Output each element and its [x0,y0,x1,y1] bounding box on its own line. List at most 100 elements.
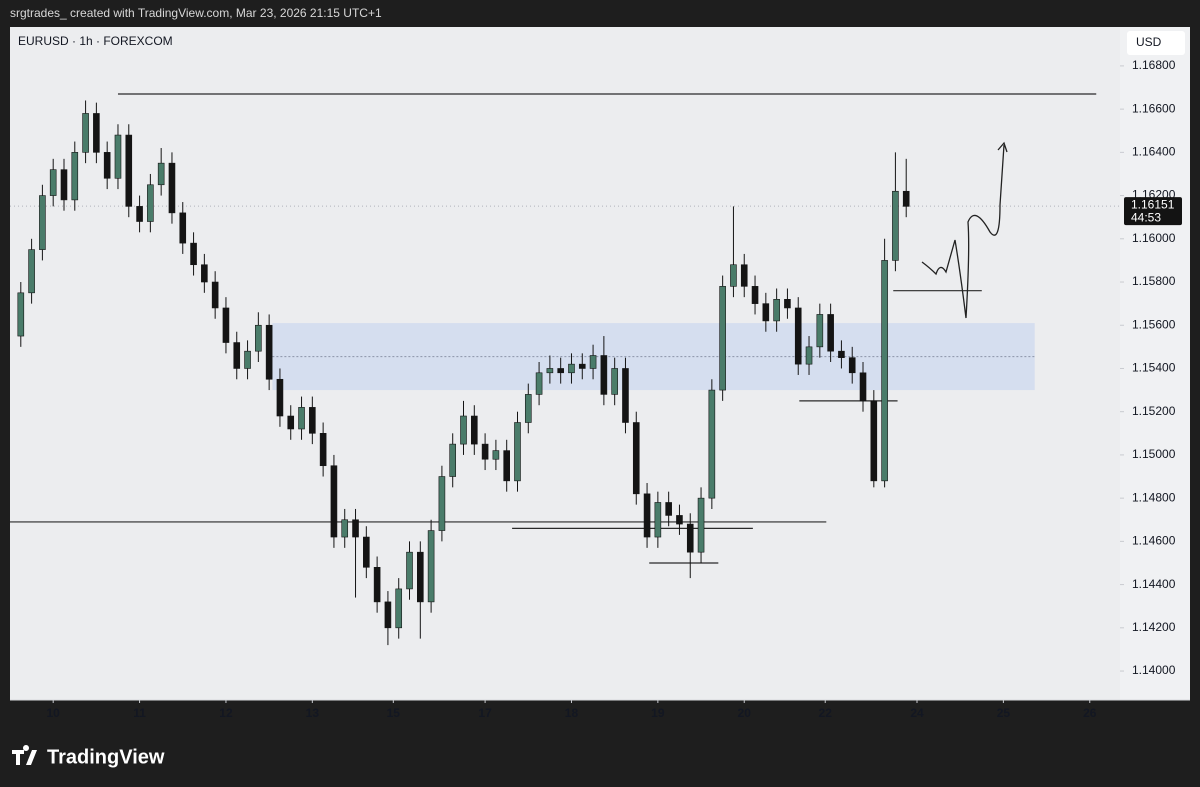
countdown-label: 44:53 [1131,210,1161,224]
candle-body [39,195,46,250]
candle-body [654,502,662,538]
y-tick-label: 1.14200 [1132,620,1176,634]
candle-body [751,286,759,304]
candle-body [589,355,597,369]
candle-body [136,206,143,222]
y-tick-label: 1.14000 [1132,663,1176,677]
candle-body [384,601,392,629]
x-tick-label: 25 [997,706,1011,720]
candle-body [395,588,403,629]
candle-body [676,515,683,525]
candle-body [535,372,543,395]
candle-body [438,476,446,531]
candle-body [859,372,867,402]
y-tick-label: 1.15600 [1132,317,1176,331]
forecast-scribble [921,144,1005,319]
x-tick-label: 26 [1083,706,1097,720]
x-tick-label: 18 [565,706,579,720]
x-tick-label: 13 [306,706,320,720]
brand-name: TradingView [47,746,165,768]
x-tick-label: 11 [133,706,146,720]
forecast-arrow-head [997,141,1008,153]
x-tick-label: 20 [738,706,752,720]
candle-body [870,400,878,482]
candle-body [71,152,79,201]
candle-body [708,389,716,499]
currency-label[interactable]: USD [1136,35,1162,49]
candle-body [762,303,770,322]
last-price-label: 1.16151 [1131,197,1175,211]
candle-body [773,299,780,322]
candle-body [481,443,489,460]
candle-body [319,433,327,467]
y-tick-label: 1.14600 [1132,534,1176,548]
candle-body [697,497,705,553]
y-tick-label: 1.15400 [1132,361,1176,375]
candle-body [816,314,824,348]
candle-body [600,355,608,395]
candle-body [848,357,856,374]
x-tick-label: 15 [387,706,401,720]
candle-body [222,307,230,343]
x-tick-label: 24 [910,706,924,720]
candle-body [341,519,349,538]
candle-body [233,342,241,369]
candle-body [902,190,910,207]
candle-body [632,422,640,495]
chart-title: EURUSD · 1h · FOREXCOM [18,34,173,48]
candle-body [643,493,651,538]
y-tick-label: 1.14400 [1132,577,1176,591]
y-tick-label: 1.16000 [1132,231,1176,245]
candle-body [730,264,737,287]
candle-body [255,324,262,352]
candle-body [827,314,834,352]
y-tick-label: 1.16600 [1132,101,1176,115]
candle-body [881,260,888,482]
y-tick-label: 1.16400 [1132,145,1176,159]
candle-body [17,292,25,337]
candle-body [147,184,154,222]
candle-body [114,134,122,179]
candle-body [719,286,726,391]
y-tick-label: 1.14800 [1132,490,1176,504]
candle-body [168,162,176,214]
candle-body [373,567,381,603]
candle-body [211,281,219,309]
candle-body [244,350,251,369]
candle-body [179,212,187,244]
candle-body [125,134,133,207]
candle-body [330,465,338,538]
last-price-box [1124,197,1182,226]
candle-body [794,307,802,365]
candle-body [28,249,35,294]
candle-body [805,346,813,365]
candle-body [201,264,208,283]
x-tick-label: 19 [651,706,665,720]
candle-body [557,368,564,374]
candle-body [503,450,510,482]
candle-body [82,113,89,153]
candle-body [309,407,316,434]
x-tick-label: 17 [478,706,492,720]
candle-body [287,415,295,430]
candle-body [568,363,575,374]
candle-body [406,551,413,590]
candle-body [892,190,899,261]
candle-body [622,368,629,423]
candle-body [492,450,500,460]
header-text: srgtrades_ created with TradingView.com,… [10,6,382,20]
candle-body [470,415,478,445]
candle-body [427,530,435,603]
candle-body [514,422,521,482]
candle-body [49,169,57,196]
candle-body [611,368,618,395]
brand-logo: TradingView [12,745,165,768]
currency-box[interactable] [1127,31,1185,55]
candle-body [265,324,273,380]
candle-body [546,368,554,374]
x-tick-label: 22 [819,706,833,720]
candle-body [60,169,68,201]
candle-body [298,407,305,430]
y-tick-label: 1.15800 [1132,274,1176,288]
candle-body [838,350,845,358]
